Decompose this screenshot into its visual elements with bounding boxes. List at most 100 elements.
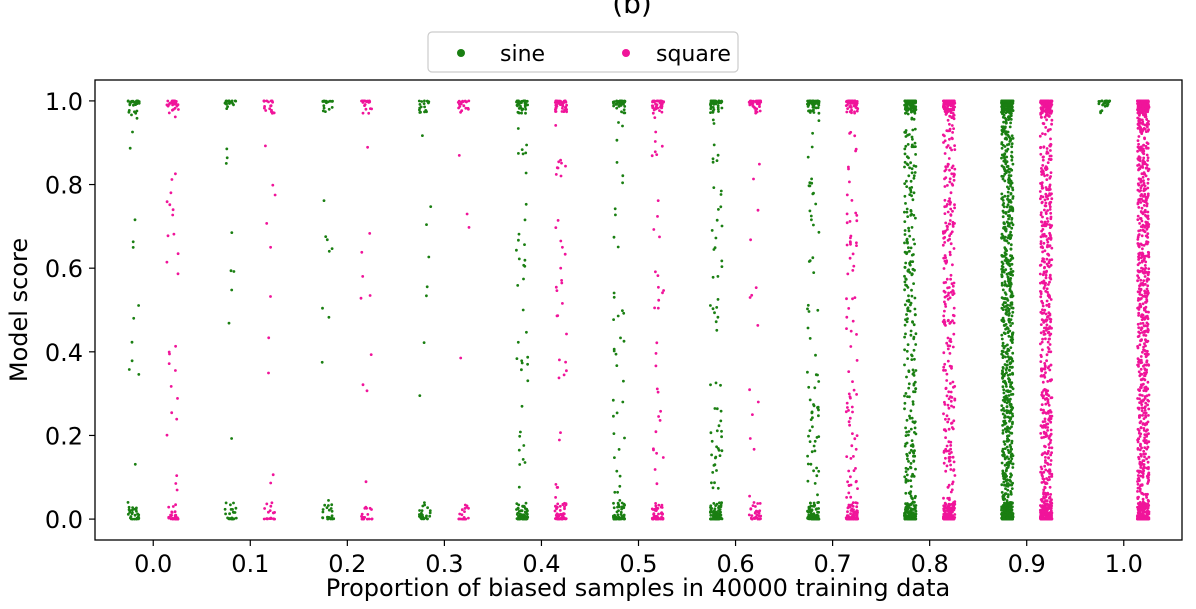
data-point-square	[1042, 408, 1045, 412]
data-point-sine	[914, 332, 918, 336]
data-point-sine	[715, 469, 718, 472]
data-point-square	[756, 208, 760, 212]
data-point-sine	[1011, 256, 1015, 260]
data-point-square	[943, 185, 947, 188]
data-point-sine	[911, 128, 915, 132]
data-point-square	[845, 315, 849, 319]
data-point-square	[460, 508, 464, 512]
data-point-square	[370, 508, 373, 511]
data-point-square	[943, 302, 947, 306]
data-point-sine	[228, 102, 231, 105]
data-point-sine	[612, 347, 616, 351]
data-point-square	[845, 221, 849, 225]
data-point-square	[1041, 215, 1044, 219]
data-point-square	[950, 488, 954, 492]
data-point-square	[557, 517, 560, 521]
data-point-square	[1049, 428, 1053, 432]
data-point-sine	[1002, 507, 1006, 510]
data-point-sine	[137, 304, 141, 307]
data-point-sine	[909, 409, 913, 413]
data-point-sine	[421, 513, 424, 517]
data-point-square	[1044, 365, 1047, 369]
data-point-sine	[1003, 409, 1006, 413]
data-point-square	[559, 174, 563, 178]
data-point-sine	[1011, 223, 1015, 227]
data-point-sine	[913, 500, 916, 504]
data-point-sine	[905, 299, 909, 303]
data-point-sine	[814, 517, 818, 521]
data-point-sine	[1006, 214, 1010, 218]
data-point-sine	[1003, 379, 1007, 383]
data-point-sine	[903, 323, 907, 327]
data-point-sine	[427, 255, 431, 259]
data-point-square	[949, 444, 953, 447]
data-point-sine	[903, 335, 906, 339]
data-point-sine	[717, 448, 721, 452]
data-point-sine	[1000, 461, 1004, 465]
data-point-sine	[904, 332, 907, 336]
data-point-square	[1044, 212, 1048, 216]
data-point-square	[651, 111, 655, 115]
data-point-sine	[127, 505, 131, 509]
data-point-sine	[617, 105, 621, 108]
data-point-sine	[711, 157, 715, 161]
data-point-square	[754, 111, 758, 115]
data-point-sine	[1000, 372, 1004, 375]
data-point-square	[946, 403, 950, 407]
data-point-sine	[622, 339, 626, 343]
data-point-square	[952, 306, 956, 310]
data-point-sine	[817, 507, 820, 510]
data-point-square	[173, 115, 177, 119]
data-point-square	[554, 496, 557, 499]
data-point-sine	[612, 414, 615, 418]
data-point-sine	[133, 110, 136, 114]
data-point-square	[554, 226, 558, 230]
data-point-square	[1041, 122, 1045, 125]
data-point-sine	[621, 400, 625, 404]
data-point-square	[845, 212, 849, 216]
data-point-sine	[713, 507, 717, 511]
data-point-sine	[229, 503, 232, 507]
data-point-square	[951, 517, 954, 521]
data-point-sine	[131, 240, 135, 244]
data-point-sine	[1003, 126, 1007, 130]
data-point-sine	[906, 112, 910, 116]
data-point-square	[946, 297, 950, 301]
data-point-sine	[1009, 277, 1013, 280]
data-point-sine	[330, 514, 334, 518]
data-point-sine	[1006, 258, 1010, 262]
data-point-square	[1042, 477, 1046, 481]
data-point-square	[950, 366, 953, 370]
data-point-sine	[229, 517, 233, 521]
data-point-square	[659, 409, 662, 413]
data-point-sine	[1010, 301, 1014, 305]
data-point-sine	[907, 246, 910, 250]
data-point-sine	[1006, 133, 1010, 137]
data-point-sine	[1005, 239, 1009, 243]
data-point-sine	[817, 230, 821, 234]
data-point-sine	[1003, 305, 1006, 309]
data-point-square	[1046, 401, 1050, 405]
data-point-square	[467, 107, 470, 111]
data-point-square	[953, 148, 957, 152]
data-point-sine	[912, 238, 915, 241]
data-point-square	[845, 110, 849, 114]
data-point-sine	[1003, 179, 1007, 183]
data-point-square	[942, 314, 946, 318]
data-point-sine	[812, 223, 815, 227]
data-point-square	[1043, 425, 1047, 429]
data-point-square	[943, 198, 947, 202]
data-point-sine	[1004, 103, 1008, 107]
data-point-square	[953, 398, 957, 402]
data-point-square	[850, 111, 853, 115]
data-point-square	[660, 101, 663, 105]
data-point-sine	[422, 102, 426, 105]
data-point-sine	[1004, 355, 1007, 359]
data-point-sine	[718, 454, 722, 457]
data-point-square	[953, 203, 956, 207]
data-point-sine	[911, 402, 915, 406]
data-point-square	[946, 496, 950, 500]
data-point-sine	[1010, 254, 1014, 258]
data-point-square	[1048, 188, 1052, 191]
data-point-square	[855, 393, 858, 396]
